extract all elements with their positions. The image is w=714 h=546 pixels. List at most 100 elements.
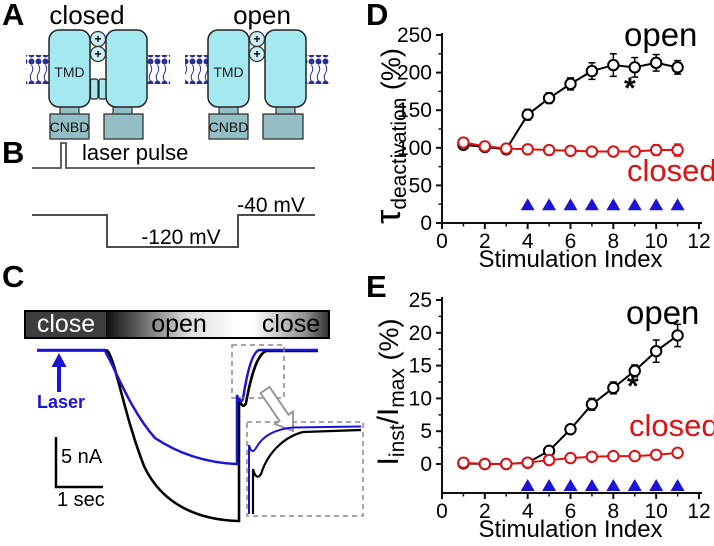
open-data-point — [607, 58, 620, 72]
laser-arrowhead-icon — [51, 353, 67, 367]
y-tick-label: 10 — [409, 387, 432, 410]
tmd-subunit — [207, 29, 250, 108]
chart-d: 0 2 4 6 8 10 12 0 50 100 150 200 250 Stimulation Inde… — [397, 24, 711, 273]
zoom-arrow-icon — [259, 385, 295, 433]
e-open-series-label: open — [626, 294, 700, 331]
axes — [441, 33, 702, 224]
cnbd-domain — [208, 113, 249, 140]
blue-current-trace — [37, 348, 318, 466]
panel-a-diagram: closed open + + TMD CNBD — [26, 0, 329, 140]
d-y-axis-label: τdeactivation (%) — [367, 48, 411, 224]
zoom-source-box — [231, 344, 285, 399]
laser-stim-triangle-icon — [520, 478, 535, 491]
open-data-point — [607, 381, 620, 395]
membrane-left-icon — [185, 55, 208, 84]
tmd-subunit — [48, 29, 91, 108]
charge-icon — [248, 45, 266, 63]
x-tick-label: 12 — [687, 500, 710, 523]
x-tick-label: 4 — [522, 500, 534, 523]
laser-stim-triangle-icon — [542, 478, 557, 491]
x-tick-label: 8 — [607, 230, 619, 253]
y-tick-label: 150 — [397, 99, 432, 122]
laser-stim-triangle-icon — [649, 198, 664, 211]
closed-data-point — [521, 456, 534, 469]
y-tick-label: 25 — [409, 289, 432, 312]
current-scale-label: 5 nA — [61, 446, 103, 468]
x-tick-label: 2 — [479, 500, 491, 523]
closed-data-point — [564, 451, 577, 465]
laser-pulse-trace — [32, 142, 315, 169]
panel-c-traces: Laser 5 nA 1 sec — [37, 344, 364, 523]
hold-voltage-label: -120 mV — [141, 226, 220, 249]
inset-blue-tail-trace — [248, 425, 362, 514]
y-tick-label: 15 — [409, 355, 432, 378]
state-close-segment: close — [26, 312, 106, 337]
open-series-line — [463, 61, 678, 151]
laser-stim-triangle-icon — [584, 478, 599, 491]
state-close-segment: close — [254, 312, 328, 337]
x-tick-label: 4 — [522, 230, 534, 253]
open-data-point — [564, 423, 577, 436]
zoom-inset-box — [246, 421, 364, 517]
panel-c-label: C — [2, 259, 25, 294]
closed-data-point — [542, 453, 556, 467]
cnbd-domain — [49, 113, 90, 140]
laser-pulse-label: laser pulse — [82, 140, 188, 165]
segment-divider — [252, 312, 254, 337]
x-tick-label: 6 — [565, 500, 577, 523]
tail-voltage-label: -40 mV — [237, 194, 305, 217]
cnbd-label: CNBD — [50, 119, 90, 135]
y-tick-label: 0 — [420, 453, 432, 476]
closed-data-point — [607, 145, 620, 158]
plus-sign: + — [253, 47, 260, 61]
open-data-point — [628, 61, 641, 74]
tmd-label: TMD — [213, 64, 243, 80]
closed-data-point — [628, 449, 641, 463]
open-series-line — [463, 334, 679, 465]
y-tick-label: 5 — [420, 420, 432, 443]
panel-b-protocol: laser pulse -120 mV -40 mV — [32, 140, 315, 249]
tmd-subunit — [105, 29, 148, 108]
closed-data-point — [585, 145, 599, 158]
open-state-title: open — [233, 0, 291, 30]
closed-data-point — [649, 143, 663, 157]
x-tick-label: 10 — [644, 230, 667, 253]
x-tick-label: 0 — [436, 230, 448, 253]
gating-state-bar: close open close — [24, 310, 330, 339]
closed-data-point — [671, 143, 684, 157]
open-data-point — [649, 344, 663, 358]
x-tick-label: 2 — [479, 230, 491, 253]
panel-d-label: D — [366, 0, 389, 32]
laser-stim-triangle-icon — [670, 478, 685, 491]
cnbd-label: CNBD — [209, 119, 249, 135]
open-data-point — [671, 61, 684, 74]
open-data-point — [585, 64, 599, 78]
x-tick-label: 0 — [436, 500, 448, 523]
laser-stim-triangle-icon — [670, 198, 685, 211]
y-tick-label: 20 — [409, 322, 432, 345]
scale-bars — [54, 437, 103, 489]
open-data-point — [564, 77, 577, 91]
x-tick-label: 10 — [644, 500, 667, 523]
tau-symbol: τ — [367, 209, 408, 224]
laser-stim-triangle-icon — [649, 478, 664, 491]
cnbd-domain — [103, 113, 144, 140]
e-asterisk: * — [627, 370, 639, 403]
e-y-axis-label: Iinst/Imax (%) — [372, 318, 409, 466]
plus-sign: + — [253, 32, 260, 46]
open-channel-cartoon: + + TMD CNBD — [185, 29, 329, 140]
x-axis-label: Stimulation Index — [478, 246, 662, 273]
state-open-segment: open — [106, 312, 252, 337]
x-tick-label: 12 — [687, 230, 710, 253]
y-tick-label: 250 — [397, 24, 432, 47]
laser-stim-triangle-icon — [563, 198, 578, 211]
tmd-subunit — [264, 29, 307, 108]
panel-a-label: A — [2, 0, 25, 32]
plus-sign: + — [94, 32, 101, 46]
closed-data-point — [457, 456, 470, 469]
open-data-point — [671, 329, 684, 342]
closed-data-point — [628, 145, 641, 158]
closed-data-point — [478, 140, 492, 153]
membrane-right-icon — [147, 55, 170, 84]
